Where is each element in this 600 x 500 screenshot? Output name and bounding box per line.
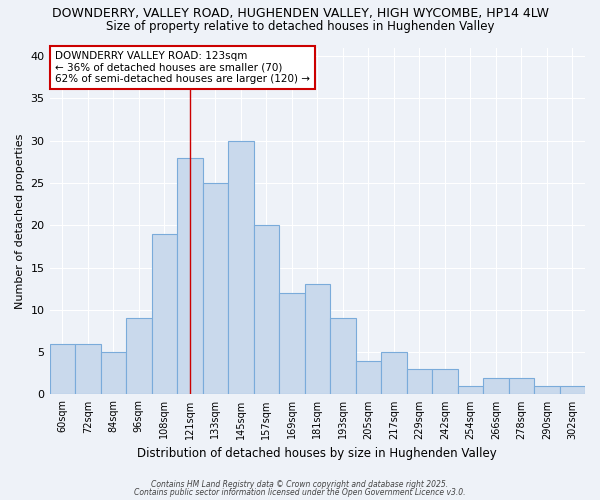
Bar: [509, 378, 534, 394]
Bar: [177, 158, 203, 394]
Bar: [432, 369, 458, 394]
Text: Size of property relative to detached houses in Hughenden Valley: Size of property relative to detached ho…: [106, 20, 494, 33]
Bar: [126, 318, 152, 394]
Bar: [279, 293, 305, 394]
Bar: [101, 352, 126, 395]
Bar: [228, 140, 254, 394]
Bar: [305, 284, 330, 395]
Bar: [534, 386, 560, 394]
Text: DOWNDERRY VALLEY ROAD: 123sqm
← 36% of detached houses are smaller (70)
62% of s: DOWNDERRY VALLEY ROAD: 123sqm ← 36% of d…: [55, 51, 310, 84]
Text: Contains HM Land Registry data © Crown copyright and database right 2025.: Contains HM Land Registry data © Crown c…: [151, 480, 449, 489]
Bar: [50, 344, 75, 394]
Bar: [203, 183, 228, 394]
X-axis label: Distribution of detached houses by size in Hughenden Valley: Distribution of detached houses by size …: [137, 447, 497, 460]
Bar: [152, 234, 177, 394]
Bar: [381, 352, 407, 395]
Bar: [356, 360, 381, 394]
Y-axis label: Number of detached properties: Number of detached properties: [15, 134, 25, 308]
Text: DOWNDERRY, VALLEY ROAD, HUGHENDEN VALLEY, HIGH WYCOMBE, HP14 4LW: DOWNDERRY, VALLEY ROAD, HUGHENDEN VALLEY…: [52, 8, 548, 20]
Bar: [458, 386, 483, 394]
Bar: [75, 344, 101, 394]
Text: Contains public sector information licensed under the Open Government Licence v3: Contains public sector information licen…: [134, 488, 466, 497]
Bar: [560, 386, 585, 394]
Bar: [483, 378, 509, 394]
Bar: [330, 318, 356, 394]
Bar: [254, 225, 279, 394]
Bar: [407, 369, 432, 394]
